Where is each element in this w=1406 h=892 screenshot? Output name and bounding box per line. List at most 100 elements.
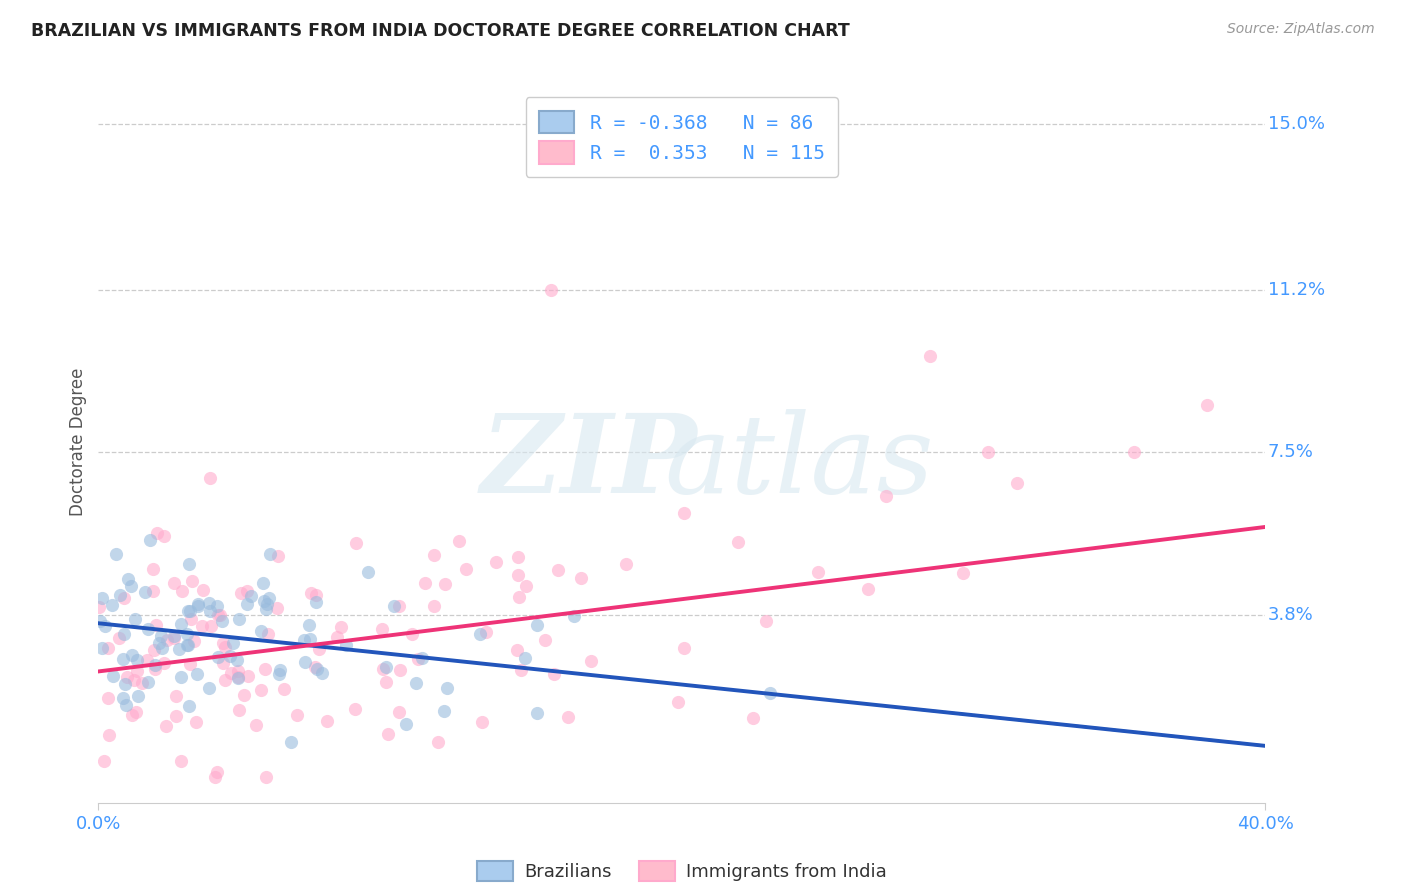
Point xyxy=(187,598,209,612)
Point xyxy=(165,709,187,723)
Point xyxy=(231,586,253,600)
Point xyxy=(375,659,398,673)
Point xyxy=(235,597,257,611)
Point xyxy=(254,602,277,616)
Point xyxy=(388,663,411,677)
Point xyxy=(143,658,166,673)
Point xyxy=(112,651,135,665)
Point xyxy=(142,643,165,657)
Point xyxy=(266,601,288,615)
Point xyxy=(142,561,165,575)
Point xyxy=(150,641,173,656)
Point xyxy=(374,674,396,689)
Point xyxy=(377,727,399,741)
Point xyxy=(114,677,136,691)
Point xyxy=(311,665,333,680)
Point xyxy=(127,689,149,703)
Point xyxy=(219,666,242,681)
Point xyxy=(167,642,190,657)
Point xyxy=(146,526,169,541)
Point xyxy=(755,615,778,629)
Point xyxy=(200,604,222,618)
Point xyxy=(384,599,406,614)
Point xyxy=(666,695,689,709)
Point xyxy=(183,633,205,648)
Point xyxy=(371,662,394,676)
Point xyxy=(236,669,259,683)
Point xyxy=(977,445,1000,459)
Point xyxy=(547,563,569,577)
Point xyxy=(299,586,322,600)
Point xyxy=(131,676,153,690)
Legend: Brazilians, Immigrants from India: Brazilians, Immigrants from India xyxy=(468,852,896,890)
Point xyxy=(214,673,236,687)
Point xyxy=(533,633,555,648)
Point xyxy=(727,535,749,549)
Point xyxy=(138,674,160,689)
Point xyxy=(120,579,142,593)
Point xyxy=(253,662,276,676)
Point xyxy=(212,656,235,670)
Point xyxy=(506,643,529,657)
Point xyxy=(423,548,446,562)
Point xyxy=(388,706,411,720)
Point xyxy=(411,651,433,665)
Point xyxy=(315,714,337,728)
Point xyxy=(509,663,531,677)
Point xyxy=(569,571,592,585)
Point xyxy=(304,659,326,673)
Point xyxy=(543,666,565,681)
Point xyxy=(219,649,242,664)
Point xyxy=(395,717,418,731)
Point xyxy=(471,714,494,729)
Point xyxy=(236,583,259,598)
Point xyxy=(426,735,449,749)
Text: Source: ZipAtlas.com: Source: ZipAtlas.com xyxy=(1227,22,1375,37)
Point xyxy=(96,691,118,706)
Point xyxy=(114,698,136,712)
Point xyxy=(673,641,696,656)
Point xyxy=(127,664,149,678)
Point xyxy=(326,630,349,644)
Point xyxy=(918,349,941,363)
Point xyxy=(434,577,457,591)
Point xyxy=(807,566,830,580)
Point xyxy=(117,669,139,683)
Point xyxy=(267,549,290,563)
Point xyxy=(187,599,209,613)
Point xyxy=(170,754,193,768)
Point xyxy=(415,575,437,590)
Point xyxy=(148,636,170,650)
Point xyxy=(249,624,271,638)
Point xyxy=(506,567,529,582)
Point xyxy=(177,604,200,618)
Point xyxy=(103,668,125,682)
Point xyxy=(344,536,367,550)
Point xyxy=(204,770,226,784)
Point xyxy=(153,529,176,543)
Point xyxy=(742,711,765,725)
Point xyxy=(305,662,328,676)
Point xyxy=(153,656,176,670)
Point xyxy=(294,655,316,669)
Point xyxy=(256,597,278,611)
Point xyxy=(449,533,471,548)
Point xyxy=(557,710,579,724)
Point xyxy=(759,685,782,699)
Point xyxy=(475,625,498,640)
Point xyxy=(180,612,202,626)
Point xyxy=(134,585,156,599)
Point xyxy=(111,691,134,706)
Point xyxy=(1195,398,1218,412)
Point xyxy=(222,636,245,650)
Point xyxy=(228,612,250,626)
Point xyxy=(226,671,249,685)
Point xyxy=(207,607,229,622)
Point xyxy=(177,699,200,714)
Point xyxy=(335,638,357,652)
Point xyxy=(259,591,281,606)
Point xyxy=(136,653,159,667)
Point xyxy=(858,582,880,596)
Point xyxy=(304,588,326,602)
Point xyxy=(139,533,162,547)
